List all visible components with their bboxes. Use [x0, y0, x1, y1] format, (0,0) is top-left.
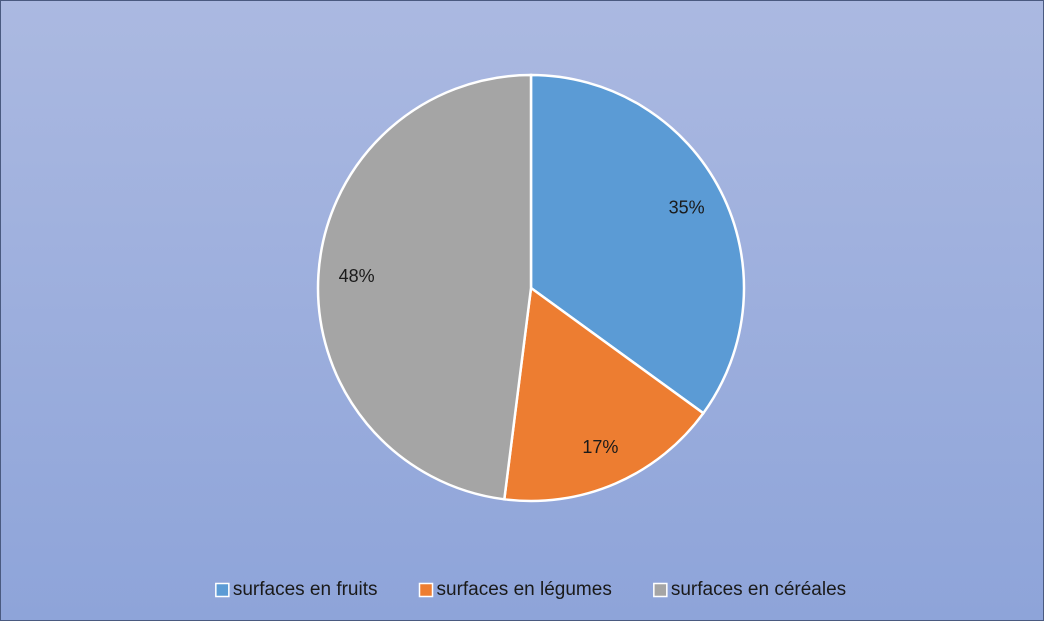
legend-swatch — [215, 582, 230, 598]
pie-slice — [316, 73, 533, 501]
legend-label: surfaces en céréales — [671, 579, 846, 600]
legend-label: surfaces en légumes — [437, 579, 612, 600]
pie-slice — [529, 73, 746, 415]
data-label: 35% — [669, 197, 705, 217]
legend-label: surfaces en fruits — [233, 579, 378, 600]
legend-swatch — [653, 582, 668, 598]
legend-swatch — [418, 582, 434, 598]
data-label: 48% — [339, 266, 375, 286]
data-label: 17% — [582, 437, 618, 457]
pie-slice — [502, 285, 706, 503]
